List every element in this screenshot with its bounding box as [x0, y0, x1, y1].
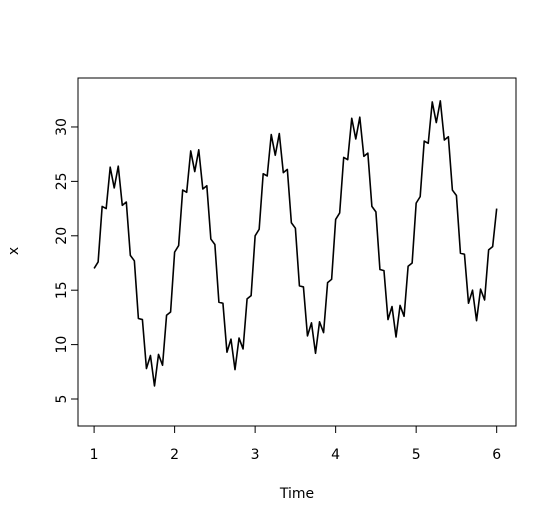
x-tick-label: 3 — [251, 447, 260, 463]
y-tick-label: 25 — [54, 172, 70, 190]
y-tick-label: 30 — [54, 118, 70, 136]
y-tick-label: 20 — [54, 227, 70, 245]
x-tick-label: 1 — [90, 447, 99, 463]
y-tick-label: 10 — [54, 336, 70, 354]
x-tick-label: 2 — [170, 447, 179, 463]
x-axis-label: Time — [279, 486, 314, 502]
x-tick-label: 6 — [492, 447, 501, 463]
y-tick-label: 15 — [54, 281, 70, 299]
x-tick-label: 5 — [412, 447, 421, 463]
x-tick-label: 4 — [331, 447, 340, 463]
series-line — [93, 100, 498, 387]
y-axis-label: x — [6, 247, 22, 255]
y-tick-label: 5 — [54, 395, 70, 404]
